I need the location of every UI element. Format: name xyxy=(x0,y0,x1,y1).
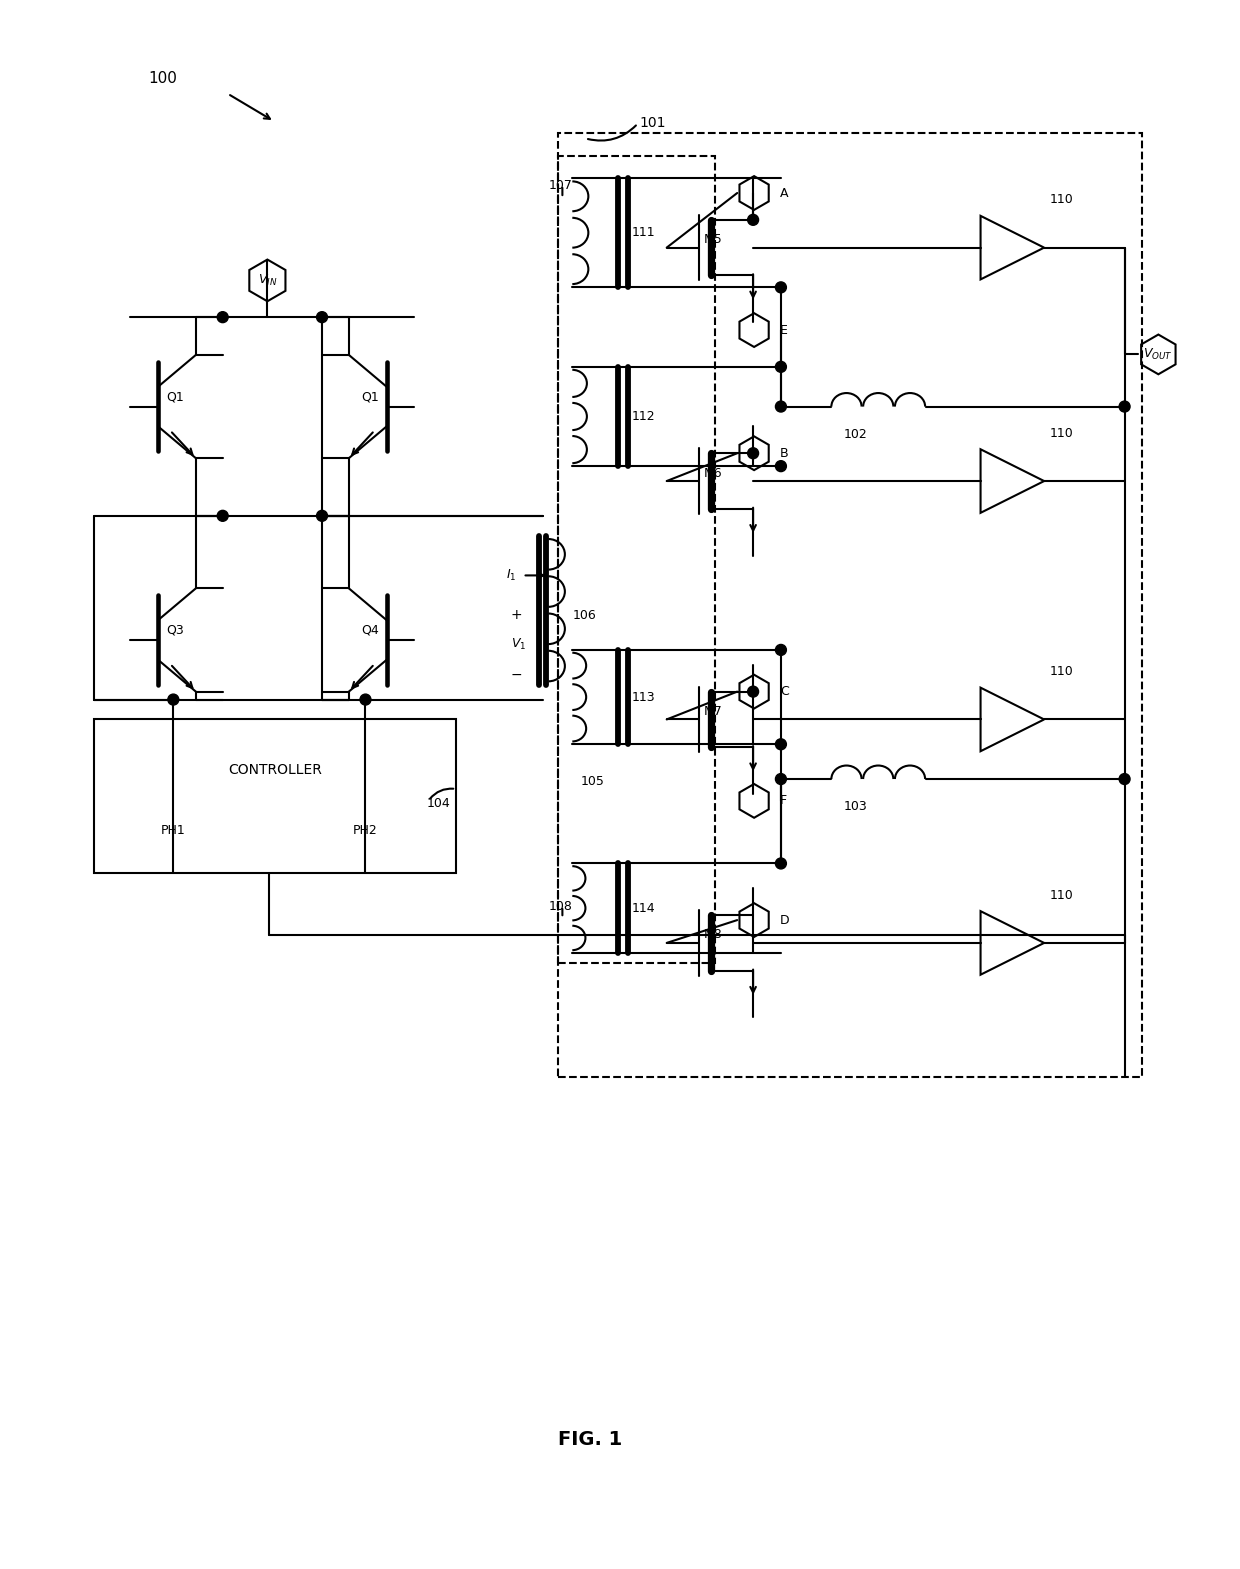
Circle shape xyxy=(360,693,371,704)
Text: 110: 110 xyxy=(1050,665,1074,678)
Text: 110: 110 xyxy=(1050,193,1074,207)
Text: $V_{IN}$: $V_{IN}$ xyxy=(258,273,277,289)
Circle shape xyxy=(1120,774,1130,784)
Text: Q4: Q4 xyxy=(361,623,378,637)
Circle shape xyxy=(775,361,786,372)
Circle shape xyxy=(748,447,759,458)
Text: 105: 105 xyxy=(580,775,604,788)
Circle shape xyxy=(316,510,327,521)
Circle shape xyxy=(217,312,228,323)
Circle shape xyxy=(775,645,786,656)
Text: 104: 104 xyxy=(427,797,450,810)
Text: $I_1$: $I_1$ xyxy=(506,568,516,584)
Text: FIG. 1: FIG. 1 xyxy=(558,1429,622,1450)
Circle shape xyxy=(748,686,759,697)
Text: 108: 108 xyxy=(548,899,573,913)
Text: PH2: PH2 xyxy=(353,824,378,836)
Circle shape xyxy=(775,858,786,869)
Text: Q1: Q1 xyxy=(361,391,378,403)
Text: B: B xyxy=(780,447,789,460)
Text: E: E xyxy=(780,323,787,337)
Text: M5: M5 xyxy=(703,234,722,246)
Text: Q3: Q3 xyxy=(166,623,184,637)
Circle shape xyxy=(775,402,786,413)
Text: 106: 106 xyxy=(573,609,596,621)
Text: −: − xyxy=(511,668,522,683)
Text: 113: 113 xyxy=(632,690,656,703)
Text: 114: 114 xyxy=(632,902,656,915)
Text: A: A xyxy=(780,187,789,199)
Circle shape xyxy=(775,774,786,784)
Text: $V_1$: $V_1$ xyxy=(511,637,526,653)
Text: +: + xyxy=(511,609,522,623)
Text: PH1: PH1 xyxy=(161,824,186,836)
Text: 102: 102 xyxy=(843,428,867,441)
Circle shape xyxy=(775,739,786,750)
Text: 103: 103 xyxy=(843,800,867,813)
Text: 111: 111 xyxy=(632,226,656,238)
Circle shape xyxy=(775,282,786,293)
Circle shape xyxy=(748,215,759,226)
Text: M8: M8 xyxy=(703,929,722,941)
Text: F: F xyxy=(780,794,787,808)
Text: 101: 101 xyxy=(640,116,666,130)
Circle shape xyxy=(316,312,327,323)
Circle shape xyxy=(167,693,179,704)
Text: M7: M7 xyxy=(703,704,722,719)
Text: 100: 100 xyxy=(149,71,177,86)
Text: $V_{OUT}$: $V_{OUT}$ xyxy=(1143,347,1173,362)
Text: 110: 110 xyxy=(1050,888,1074,902)
Text: 107: 107 xyxy=(548,179,573,191)
Text: M6: M6 xyxy=(703,466,722,480)
Text: Q1: Q1 xyxy=(166,391,184,403)
Text: D: D xyxy=(780,913,790,927)
Text: 112: 112 xyxy=(632,410,656,424)
Circle shape xyxy=(1120,402,1130,413)
Text: 110: 110 xyxy=(1050,427,1074,439)
Text: C: C xyxy=(780,686,789,698)
Circle shape xyxy=(217,510,228,521)
Text: CONTROLLER: CONTROLLER xyxy=(228,763,321,777)
Circle shape xyxy=(775,461,786,472)
